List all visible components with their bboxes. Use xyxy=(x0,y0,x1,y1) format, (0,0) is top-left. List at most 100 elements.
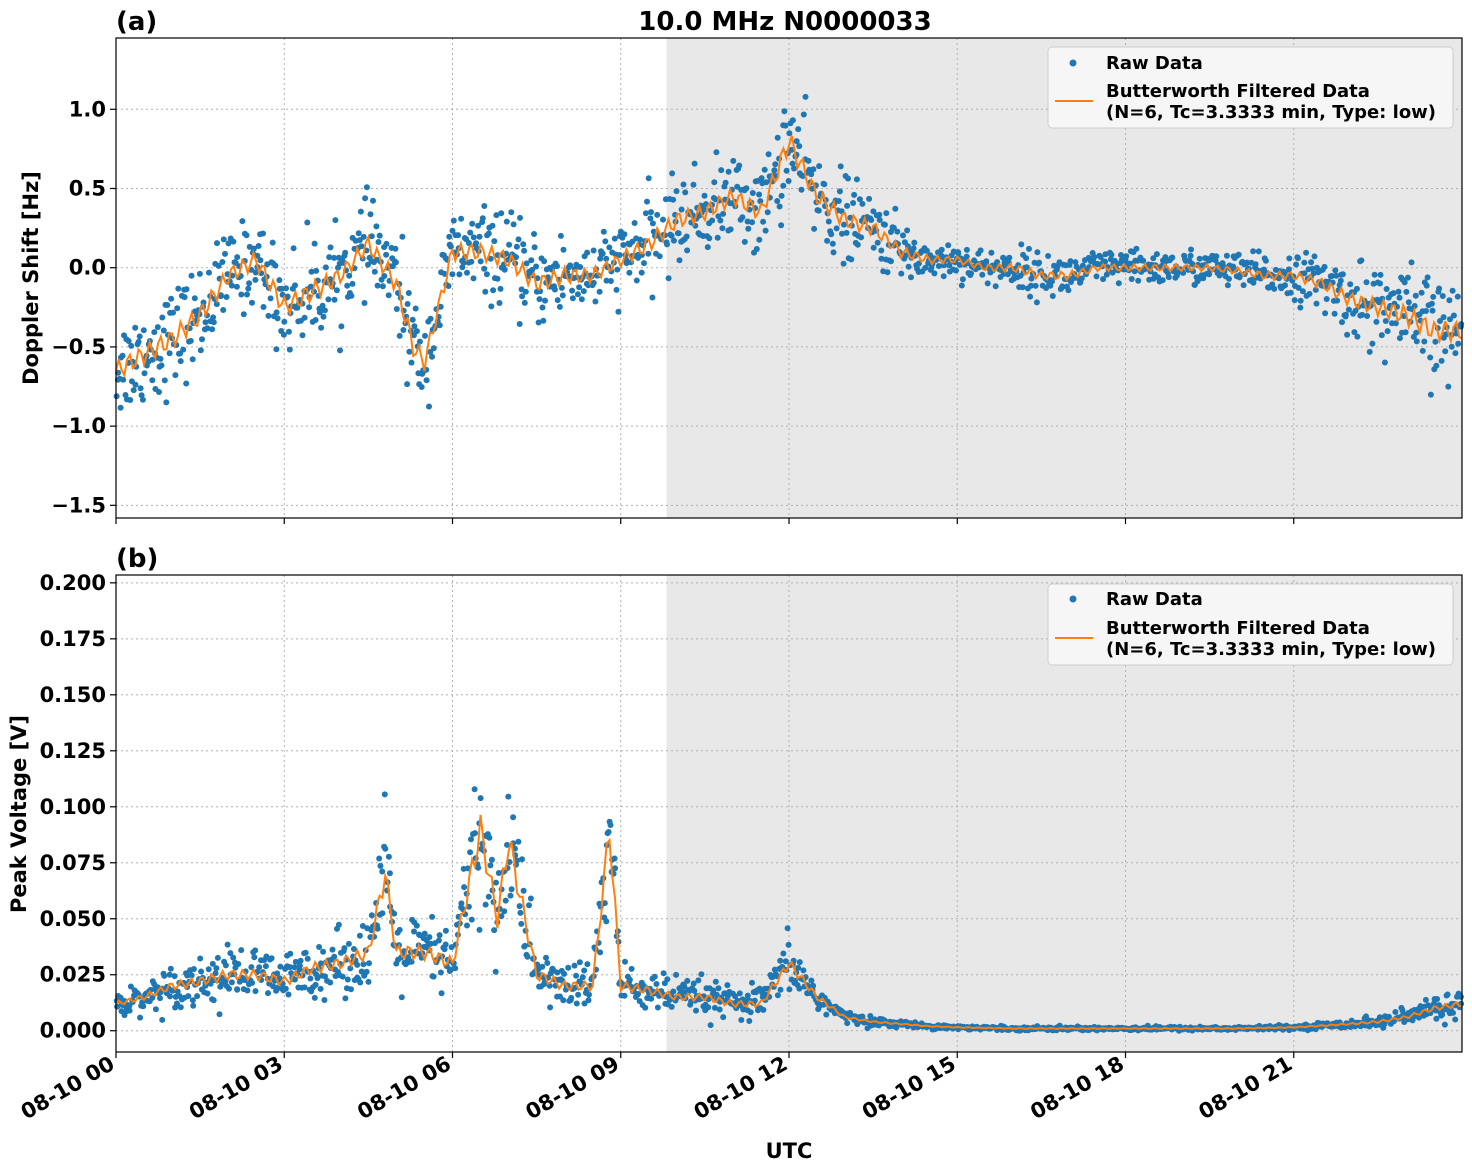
raw-data-point xyxy=(381,273,388,279)
raw-data-point xyxy=(1353,285,1360,292)
raw-data-point xyxy=(567,262,574,269)
raw-data-point xyxy=(713,991,720,998)
raw-data-point xyxy=(785,178,792,184)
raw-data-point xyxy=(988,249,995,256)
raw-data-point xyxy=(1429,307,1436,314)
raw-data-point xyxy=(494,275,501,282)
raw-data-point xyxy=(554,263,560,270)
raw-data-point xyxy=(383,240,390,247)
raw-data-point xyxy=(341,945,348,952)
raw-data-point xyxy=(156,389,162,395)
raw-data-point xyxy=(1018,241,1025,248)
raw-data-point xyxy=(724,982,731,989)
raw-data-point xyxy=(945,242,952,249)
raw-data-point xyxy=(488,856,495,863)
raw-data-point xyxy=(456,271,463,278)
raw-data-point xyxy=(161,377,168,384)
raw-data-point xyxy=(1131,268,1138,275)
raw-data-point xyxy=(561,970,568,977)
raw-data-point xyxy=(204,990,211,997)
raw-data-point xyxy=(461,884,468,891)
raw-data-point xyxy=(220,307,227,313)
raw-data-point xyxy=(705,1004,712,1011)
raw-data-point xyxy=(1295,284,1302,291)
raw-data-point xyxy=(255,243,262,249)
raw-data-point xyxy=(120,376,127,383)
panel-b-legend: Raw Data Butterworth Filtered Data (N=6,… xyxy=(1047,583,1454,666)
raw-data-point xyxy=(720,210,727,217)
raw-data-point xyxy=(210,319,217,326)
raw-data-point xyxy=(216,1011,223,1018)
raw-data-point xyxy=(487,255,494,262)
raw-data-point xyxy=(1334,297,1341,304)
raw-data-point xyxy=(141,370,148,377)
raw-data-point xyxy=(521,942,528,949)
raw-data-point xyxy=(523,260,530,267)
raw-data-point xyxy=(398,994,405,1001)
raw-data-point xyxy=(717,217,724,224)
raw-data-point xyxy=(850,200,857,206)
raw-data-point xyxy=(578,296,585,303)
raw-data-point xyxy=(1291,297,1298,304)
raw-data-point xyxy=(249,299,255,306)
raw-data-point xyxy=(1434,996,1441,1002)
raw-data-point xyxy=(449,271,456,278)
y-tick-label: −1.0 xyxy=(51,414,106,438)
raw-data-point xyxy=(1433,362,1440,369)
raw-data-point xyxy=(496,300,503,306)
raw-data-point xyxy=(502,897,509,904)
raw-data-point xyxy=(1457,993,1464,1000)
raw-data-point xyxy=(475,864,482,871)
raw-data-point xyxy=(269,239,276,246)
raw-data-point xyxy=(331,254,337,261)
x-tick-label: 08-10 09 xyxy=(521,1052,623,1125)
raw-data-point xyxy=(668,232,675,239)
raw-data-point xyxy=(219,259,226,265)
raw-data-point xyxy=(1153,251,1160,258)
raw-data-point xyxy=(725,168,732,175)
raw-data-point xyxy=(361,300,368,306)
raw-data-point xyxy=(469,220,476,227)
raw-data-point xyxy=(580,288,587,295)
raw-data-point xyxy=(482,288,489,295)
x-tick-label: 08-10 12 xyxy=(690,1052,792,1125)
raw-data-point xyxy=(536,296,543,303)
raw-data-point xyxy=(292,958,299,965)
raw-data-point xyxy=(800,967,807,974)
raw-data-point xyxy=(645,175,652,182)
raw-data-point xyxy=(682,189,689,196)
raw-data-point xyxy=(777,957,784,964)
raw-data-point xyxy=(1059,283,1066,290)
raw-data-point xyxy=(342,249,349,256)
raw-data-point xyxy=(795,126,802,133)
raw-data-point xyxy=(1033,299,1040,306)
raw-data-point xyxy=(753,246,760,252)
raw-data-point xyxy=(164,302,171,308)
raw-data-point xyxy=(319,302,326,309)
raw-data-point xyxy=(1427,354,1434,361)
raw-data-point xyxy=(519,293,526,300)
raw-data-point xyxy=(1413,329,1420,336)
raw-data-point xyxy=(481,203,488,209)
raw-data-point xyxy=(1396,294,1403,301)
raw-data-point xyxy=(716,1006,723,1013)
raw-data-point xyxy=(796,985,803,992)
raw-data-point xyxy=(491,238,498,245)
raw-data-point xyxy=(149,994,156,1001)
raw-data-point xyxy=(320,313,327,320)
raw-data-point xyxy=(884,269,891,276)
raw-data-point xyxy=(557,232,564,239)
raw-data-point xyxy=(902,252,909,259)
raw-data-point xyxy=(238,947,245,954)
raw-data-point xyxy=(386,870,393,877)
raw-data-point xyxy=(1345,306,1352,313)
raw-data-point xyxy=(412,305,419,312)
raw-data-point xyxy=(1413,338,1420,345)
raw-data-point xyxy=(422,332,428,339)
raw-data-point xyxy=(825,218,832,225)
raw-data-point xyxy=(963,246,970,253)
raw-data-point xyxy=(265,990,271,997)
raw-data-point xyxy=(713,149,720,156)
raw-data-point xyxy=(302,949,309,956)
raw-data-point xyxy=(479,215,486,222)
